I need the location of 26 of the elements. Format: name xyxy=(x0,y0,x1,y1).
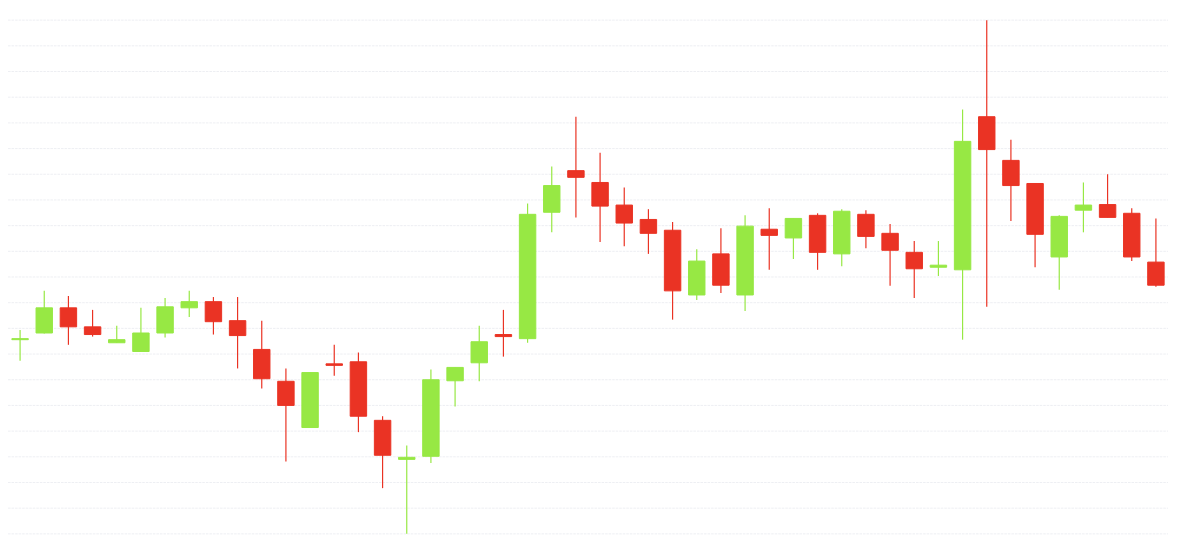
candlestick xyxy=(929,240,948,277)
candlestick xyxy=(59,295,78,346)
candlestick xyxy=(881,223,899,287)
candlestick xyxy=(228,296,247,370)
candlestick xyxy=(204,296,223,336)
candlestick xyxy=(470,325,488,382)
candlestick xyxy=(83,309,102,338)
candlestick xyxy=(180,290,198,318)
candlestick xyxy=(760,207,778,271)
candlestick xyxy=(1098,173,1117,218)
candlestick xyxy=(615,187,633,247)
candlestick xyxy=(567,116,585,218)
candlestick xyxy=(591,152,609,243)
candlestick xyxy=(905,240,923,299)
candlestick xyxy=(784,217,803,260)
candlestick xyxy=(1074,181,1093,233)
candlestick xyxy=(978,19,996,308)
candlestick xyxy=(446,366,464,408)
candlestick xyxy=(398,444,416,535)
candlestick xyxy=(639,208,658,255)
candlestick xyxy=(325,344,343,377)
candlestick xyxy=(494,309,513,358)
candlestick xyxy=(132,307,150,353)
candlestick xyxy=(857,209,875,249)
candlestick xyxy=(1147,217,1165,288)
candlestick xyxy=(11,329,29,362)
